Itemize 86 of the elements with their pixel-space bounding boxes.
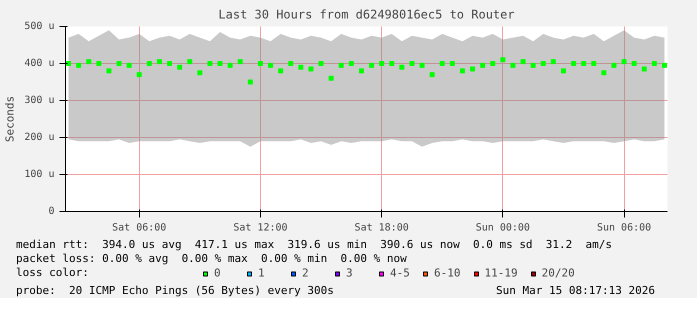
point <box>389 61 394 66</box>
point <box>298 64 304 70</box>
point <box>379 61 384 66</box>
legend-label: 1 <box>258 266 266 280</box>
x-tick-label: Sat 18:00 <box>354 222 409 234</box>
point <box>662 62 667 68</box>
legend-label: 6-10 <box>434 266 460 280</box>
point <box>156 59 162 64</box>
point <box>450 61 455 66</box>
point <box>146 61 152 66</box>
legend-label: 4-5 <box>390 266 410 280</box>
point <box>248 80 253 84</box>
point <box>500 57 506 62</box>
point <box>591 61 596 66</box>
point <box>228 62 233 68</box>
point <box>399 64 404 70</box>
point <box>167 61 172 66</box>
point <box>348 61 354 66</box>
point <box>430 72 435 78</box>
point <box>268 62 274 68</box>
y-tick-label: 400 u <box>24 58 55 69</box>
text: median rtt: 394.0 us avg 417.1 us max 319.6 us min 390.6 us now 0.0 ms sd 31.2 am/s <box>16 238 612 252</box>
chart-title: Last 30 Hours from d62498016ec5 to Router <box>218 8 515 22</box>
legend-label: 11-19 <box>484 266 518 280</box>
point <box>540 61 546 66</box>
point <box>238 59 243 64</box>
point <box>207 61 212 66</box>
point <box>66 61 72 66</box>
point <box>177 64 182 70</box>
point <box>136 72 142 78</box>
point <box>530 62 536 68</box>
x-tick-label: Sat 06:00 <box>112 222 166 234</box>
point <box>258 61 263 66</box>
point <box>420 62 425 68</box>
point <box>96 61 102 66</box>
point <box>358 68 364 74</box>
point <box>440 61 445 66</box>
text: Sun Mar 15 08:17:13 2026 <box>496 284 655 298</box>
point <box>218 61 223 66</box>
legend-label: 20/20 <box>542 266 575 280</box>
point <box>86 59 92 64</box>
point <box>611 62 616 68</box>
point <box>187 59 192 64</box>
point <box>409 61 414 66</box>
point <box>338 62 344 68</box>
point <box>308 66 314 72</box>
point <box>480 62 486 68</box>
point <box>560 68 566 74</box>
text: probe: 20 ICMP Echo Pings (56 Bytes) every 300s <box>16 284 334 298</box>
y-tick-label: 500 u <box>24 21 55 32</box>
point <box>622 59 627 64</box>
point <box>510 62 516 68</box>
legend-title: loss color: <box>16 265 89 281</box>
y-tick-label: 300 u <box>24 95 55 106</box>
point <box>126 62 132 68</box>
point <box>632 61 637 66</box>
x-tick-label: Sun 06:00 <box>596 222 652 234</box>
point <box>652 61 657 66</box>
point <box>328 76 334 81</box>
point <box>197 70 202 76</box>
point <box>76 62 82 68</box>
point <box>278 68 284 74</box>
legend-label: 3 <box>346 266 354 280</box>
point <box>460 68 465 74</box>
point <box>571 61 576 66</box>
y-tick-label: 0 <box>48 206 55 217</box>
point <box>520 59 526 64</box>
legend-label: 0 <box>214 266 222 280</box>
point <box>318 61 324 66</box>
point <box>288 61 294 66</box>
point <box>642 66 647 72</box>
point <box>581 61 586 66</box>
point <box>470 66 476 72</box>
y-tick-label: 200 u <box>24 132 55 143</box>
x-tick-label: Sat 12:00 <box>233 222 288 234</box>
point <box>550 59 556 64</box>
point <box>116 61 122 66</box>
point <box>369 62 374 68</box>
point <box>106 68 112 74</box>
x-tick-label: Sun 00:00 <box>476 222 530 234</box>
y-tick-label: 100 u <box>24 169 55 180</box>
legend-label: 2 <box>302 266 310 280</box>
text: packet loss: 0.00 % avg 0.00 % max 0.00 % min 0.00 % now <box>16 252 407 266</box>
point <box>601 70 606 76</box>
y-axis-title: Seconds <box>3 96 16 142</box>
point <box>490 61 496 66</box>
